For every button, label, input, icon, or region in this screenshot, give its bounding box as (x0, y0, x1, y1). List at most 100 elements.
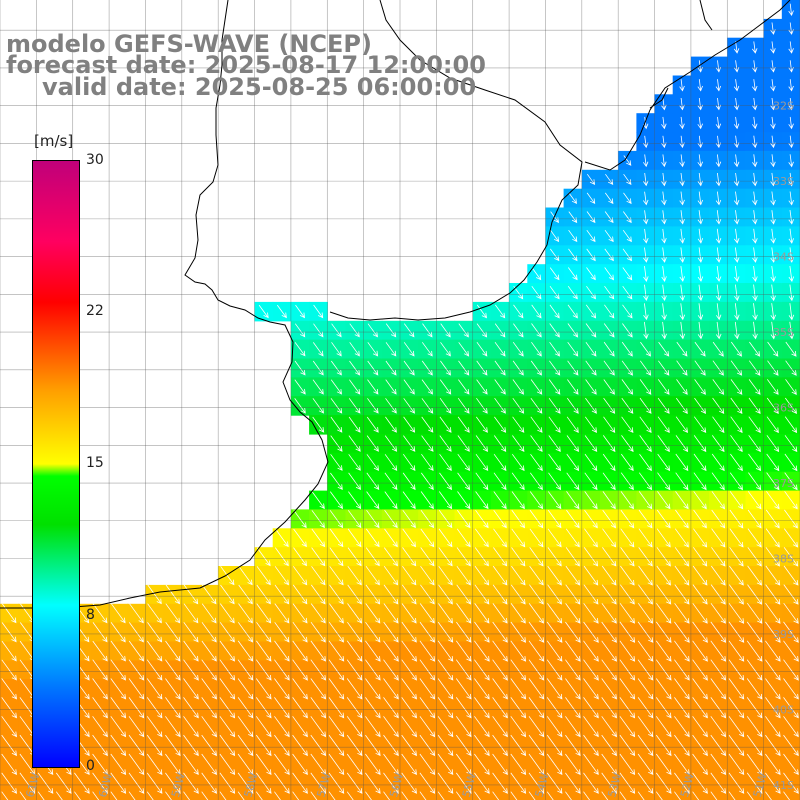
wind-arrow (401, 678, 417, 700)
wind-arrow (661, 284, 667, 302)
wind-arrow (661, 154, 667, 168)
wind-arrow (567, 360, 579, 376)
wind-arrow (110, 678, 127, 700)
wind-arrow (730, 435, 743, 453)
wind-arrow (657, 416, 670, 433)
wind-arrow (751, 97, 758, 111)
wind-arrow (770, 265, 776, 283)
wind-arrow (584, 453, 598, 472)
wind-arrow (274, 791, 281, 800)
wind-arrow (783, 584, 799, 605)
wind-arrow (493, 435, 507, 452)
wind-arrow (638, 491, 653, 510)
wind-arrow (622, 248, 632, 262)
wind-arrow (274, 716, 290, 738)
wind-arrow (365, 640, 381, 662)
wind-arrow (476, 304, 487, 319)
wind-arrow (128, 678, 145, 700)
wind-arrow (566, 416, 579, 433)
wind-cell (72, 792, 92, 800)
wind-arrow (510, 791, 518, 800)
forecast-date: forecast date: 2025-08-17 12:00:00 (6, 51, 486, 79)
wind-arrow (566, 491, 580, 510)
wind-arrow (770, 116, 776, 130)
wind-arrow (146, 791, 154, 800)
wind-arrow (711, 435, 725, 453)
wind-arrow (565, 678, 581, 700)
wind-arrow (440, 360, 451, 376)
wind-arrow (529, 528, 544, 548)
wind-arrow (638, 509, 653, 529)
wind-arrow (313, 304, 324, 319)
wind-arrow (238, 566, 253, 586)
wind-arrow (274, 640, 290, 662)
wind-arrow (765, 697, 781, 719)
wind-arrow (455, 640, 472, 662)
wind-arrow (622, 304, 633, 319)
wind-arrow (765, 678, 781, 700)
wind-arrow (692, 678, 708, 700)
wind-arrow (456, 621, 472, 643)
wind-cell (581, 792, 601, 800)
axis-labels: 32S 33S 34S 35S 36S 37S 38S 39S 40S 41S 61W 60W 59W 5… (24, 100, 795, 799)
wind-arrow (402, 453, 416, 471)
wind-arrow (310, 772, 327, 794)
wind-arrow (715, 265, 722, 282)
wind-arrow (292, 678, 308, 700)
wind-arrow (37, 791, 45, 800)
wind-arrow (603, 416, 616, 433)
wind-arrow (349, 360, 361, 376)
wind-arrow (183, 603, 199, 624)
wind-arrow (274, 753, 290, 775)
wind-arrow (715, 154, 722, 168)
wind-arrow (419, 697, 436, 719)
wind-arrow (604, 267, 614, 281)
wind-arrow (585, 323, 597, 338)
wind-arrow (476, 341, 488, 357)
wind-arrow (765, 621, 781, 643)
wind-arrow (1, 791, 9, 800)
wind-arrow (619, 791, 627, 800)
wind-arrow (697, 79, 703, 92)
wind-arrow (697, 210, 704, 225)
wind-arrow (512, 341, 524, 357)
wind-arrow (349, 379, 361, 395)
wind-arrow (693, 472, 707, 491)
wind-arrow (620, 472, 634, 491)
wind-arrow (365, 791, 372, 800)
wind-arrow (601, 772, 617, 794)
wind-arrow (347, 584, 362, 605)
wind-arrow (346, 697, 363, 719)
wind-arrow (676, 360, 688, 376)
wind-arrow (601, 697, 617, 719)
lat-label: 37S (773, 477, 794, 490)
wind-arrow (788, 303, 795, 321)
wind-arrow (621, 379, 634, 395)
wind-arrow (530, 397, 543, 414)
wind-arrow (458, 379, 470, 395)
wind-arrow (492, 791, 500, 800)
wind-arrow (623, 155, 632, 166)
wind-arrow (457, 435, 470, 452)
wind-arrow (201, 716, 217, 738)
wind-arrow (710, 772, 727, 794)
wind-arrow (748, 435, 761, 453)
wind-arrow (679, 97, 685, 111)
wind-arrow (349, 323, 360, 338)
wind-arrow (692, 640, 708, 662)
wind-arrow (528, 640, 545, 662)
wind-arrow (637, 640, 654, 662)
wind-arrow (584, 472, 598, 491)
wind-arrow (294, 360, 306, 376)
wind-arrow (511, 528, 526, 548)
lon-label: 55W (460, 771, 479, 799)
wind-arrow (492, 565, 508, 586)
wind-arrow (312, 416, 325, 433)
wind-arrow (494, 379, 506, 395)
wind-arrow (601, 659, 617, 681)
wind-arrow (274, 678, 290, 700)
wind-cell (218, 792, 237, 800)
wind-arrow (639, 360, 652, 376)
wind-arrow (474, 528, 489, 548)
wind-arrow (675, 509, 689, 529)
